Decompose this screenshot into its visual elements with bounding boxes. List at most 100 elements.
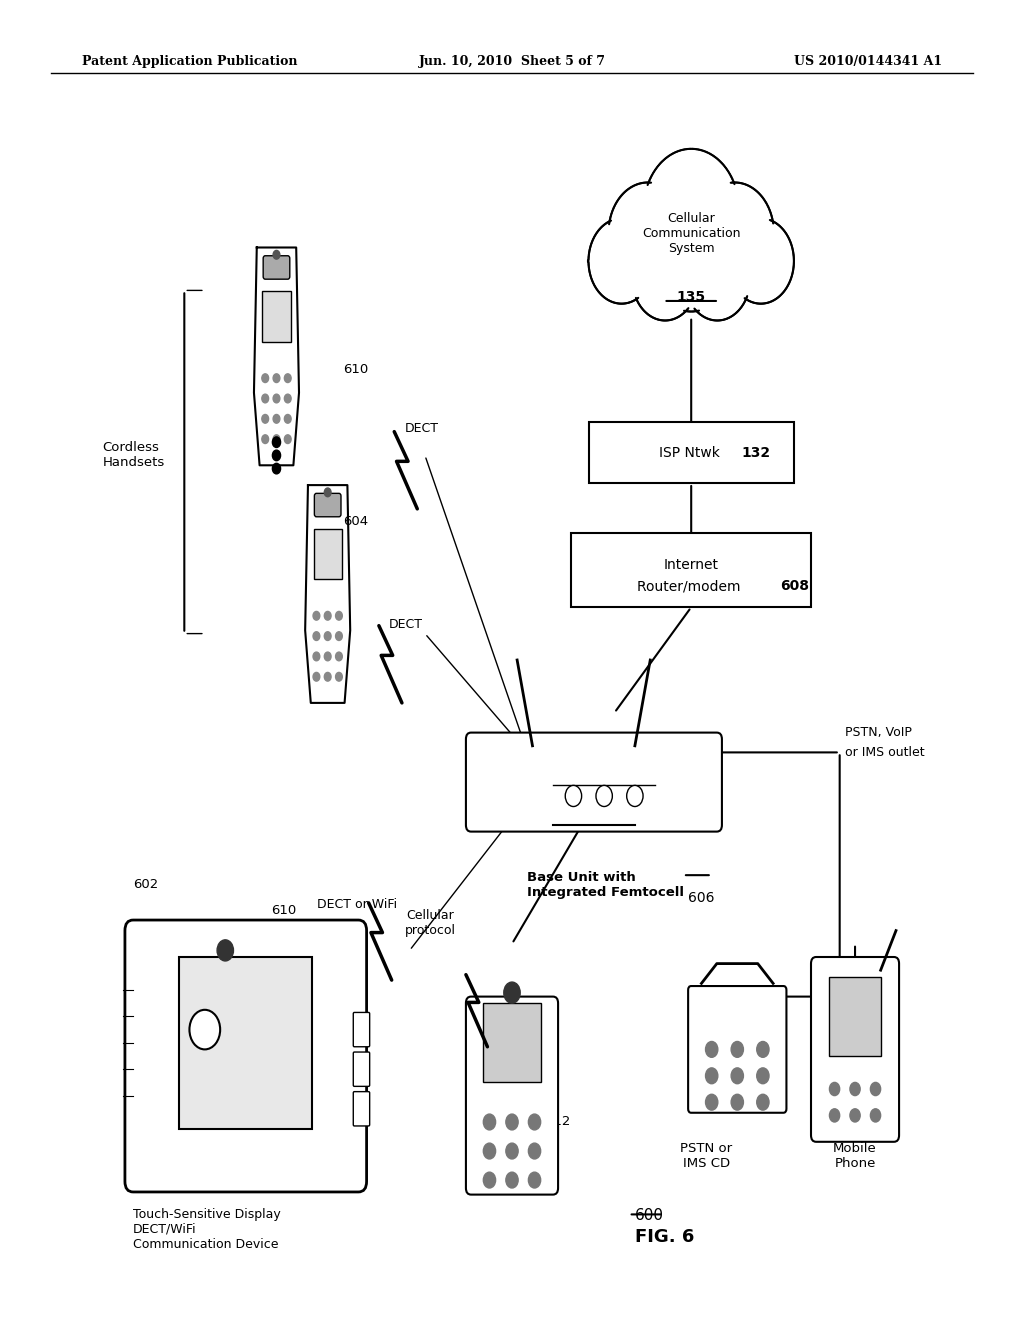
Text: Patent Application Publication: Patent Application Publication bbox=[82, 55, 297, 69]
Text: FIG. 6: FIG. 6 bbox=[635, 1228, 694, 1246]
Text: Touch-Sensitive Display
DECT/WiFi
Communication Device: Touch-Sensitive Display DECT/WiFi Commun… bbox=[133, 1208, 281, 1251]
Text: Base Unit with
Integrated Femtocell: Base Unit with Integrated Femtocell bbox=[527, 871, 684, 899]
Circle shape bbox=[731, 1094, 743, 1110]
Text: US 2010/0144341 A1: US 2010/0144341 A1 bbox=[794, 55, 942, 69]
FancyBboxPatch shape bbox=[125, 920, 367, 1192]
Circle shape bbox=[483, 1143, 496, 1159]
Text: Jun. 10, 2010  Sheet 5 of 7: Jun. 10, 2010 Sheet 5 of 7 bbox=[419, 55, 605, 69]
Circle shape bbox=[285, 414, 291, 424]
Circle shape bbox=[565, 785, 582, 807]
FancyBboxPatch shape bbox=[466, 997, 558, 1195]
Circle shape bbox=[528, 1172, 541, 1188]
FancyBboxPatch shape bbox=[314, 494, 341, 516]
FancyBboxPatch shape bbox=[589, 422, 794, 483]
Circle shape bbox=[262, 395, 268, 403]
Circle shape bbox=[506, 1172, 518, 1188]
Polygon shape bbox=[254, 248, 299, 466]
Circle shape bbox=[608, 182, 687, 284]
Circle shape bbox=[632, 235, 698, 321]
Circle shape bbox=[325, 488, 331, 496]
Text: 600: 600 bbox=[635, 1208, 664, 1222]
FancyBboxPatch shape bbox=[353, 1092, 370, 1126]
Circle shape bbox=[189, 1010, 220, 1049]
FancyBboxPatch shape bbox=[262, 290, 291, 342]
FancyBboxPatch shape bbox=[829, 977, 881, 1056]
Circle shape bbox=[285, 395, 291, 403]
Circle shape bbox=[589, 218, 654, 304]
Circle shape bbox=[870, 1109, 881, 1122]
Circle shape bbox=[870, 1082, 881, 1096]
Circle shape bbox=[706, 1068, 718, 1084]
Circle shape bbox=[850, 1082, 860, 1096]
Text: 602: 602 bbox=[133, 878, 159, 891]
Circle shape bbox=[528, 1143, 541, 1159]
Text: 132: 132 bbox=[741, 446, 770, 459]
Text: Cordless
Handsets: Cordless Handsets bbox=[102, 441, 165, 470]
Circle shape bbox=[829, 1082, 840, 1096]
Text: 612: 612 bbox=[545, 1115, 570, 1129]
Circle shape bbox=[757, 1094, 769, 1110]
Circle shape bbox=[273, 434, 280, 444]
Text: Internet: Internet bbox=[664, 558, 719, 572]
Circle shape bbox=[528, 1114, 541, 1130]
Circle shape bbox=[627, 785, 643, 807]
FancyBboxPatch shape bbox=[466, 733, 722, 832]
Circle shape bbox=[272, 463, 281, 474]
Circle shape bbox=[285, 434, 291, 444]
Text: 610: 610 bbox=[271, 904, 297, 917]
Polygon shape bbox=[305, 484, 350, 702]
Text: ISP Ntwk: ISP Ntwk bbox=[658, 446, 724, 459]
Circle shape bbox=[336, 652, 342, 661]
Text: Cellular
protocol: Cellular protocol bbox=[404, 909, 456, 937]
Circle shape bbox=[262, 414, 268, 424]
Text: DECT: DECT bbox=[389, 618, 423, 631]
Text: DECT: DECT bbox=[404, 422, 438, 436]
Circle shape bbox=[273, 251, 280, 259]
Circle shape bbox=[336, 632, 342, 640]
Circle shape bbox=[483, 1114, 496, 1130]
Circle shape bbox=[731, 1041, 743, 1057]
Circle shape bbox=[850, 1109, 860, 1122]
Circle shape bbox=[325, 611, 331, 620]
Circle shape bbox=[483, 1172, 496, 1188]
Circle shape bbox=[262, 434, 268, 444]
Circle shape bbox=[325, 632, 331, 640]
Text: 135: 135 bbox=[677, 290, 706, 304]
Circle shape bbox=[506, 1143, 518, 1159]
Circle shape bbox=[731, 1068, 743, 1084]
Circle shape bbox=[272, 450, 281, 461]
Circle shape bbox=[596, 785, 612, 807]
Circle shape bbox=[313, 672, 319, 681]
Circle shape bbox=[313, 632, 319, 640]
Circle shape bbox=[829, 1109, 840, 1122]
Circle shape bbox=[506, 1114, 518, 1130]
Text: PSTN, VoIP: PSTN, VoIP bbox=[845, 726, 911, 739]
Text: or IMS outlet: or IMS outlet bbox=[845, 746, 925, 759]
Circle shape bbox=[273, 414, 280, 424]
Circle shape bbox=[706, 1041, 718, 1057]
Circle shape bbox=[504, 982, 520, 1003]
Circle shape bbox=[757, 1068, 769, 1084]
Circle shape bbox=[272, 437, 281, 447]
Text: 610: 610 bbox=[343, 363, 369, 376]
Text: DECT or WiFi: DECT or WiFi bbox=[317, 898, 397, 911]
Circle shape bbox=[684, 235, 751, 321]
Text: 608: 608 bbox=[780, 579, 809, 593]
FancyBboxPatch shape bbox=[263, 256, 290, 280]
Text: 606: 606 bbox=[688, 891, 715, 906]
Circle shape bbox=[313, 652, 319, 661]
FancyBboxPatch shape bbox=[353, 1052, 370, 1086]
Circle shape bbox=[336, 611, 342, 620]
Text: Router/modem: Router/modem bbox=[637, 579, 745, 593]
FancyBboxPatch shape bbox=[811, 957, 899, 1142]
Text: PSTN or
IMS CD: PSTN or IMS CD bbox=[681, 1142, 732, 1170]
Circle shape bbox=[336, 672, 342, 681]
Circle shape bbox=[325, 652, 331, 661]
FancyBboxPatch shape bbox=[483, 1003, 541, 1082]
Text: Cellular
Communication
System: Cellular Communication System bbox=[642, 213, 740, 255]
Text: 604: 604 bbox=[343, 515, 369, 528]
Circle shape bbox=[313, 611, 319, 620]
Circle shape bbox=[648, 199, 735, 312]
FancyBboxPatch shape bbox=[179, 957, 312, 1129]
Circle shape bbox=[325, 672, 331, 681]
